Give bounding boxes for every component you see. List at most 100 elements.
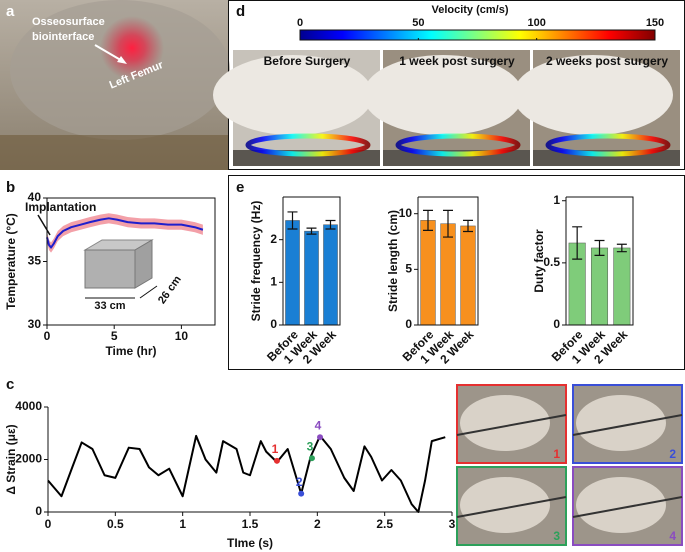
error-bar <box>287 211 298 230</box>
bar <box>590 247 609 326</box>
point-label: 2 <box>296 475 303 489</box>
rat <box>513 55 673 135</box>
error-bar <box>423 209 433 231</box>
y-axis-label: Δ Strain (με) <box>4 424 18 494</box>
error-bar <box>306 227 317 235</box>
panel-label: e <box>236 179 244 196</box>
bar <box>440 223 456 326</box>
photo-detail <box>0 135 228 170</box>
rat <box>576 477 666 533</box>
y-tick-label: 0.5 <box>543 255 560 269</box>
annotation: Implantation <box>25 200 96 214</box>
y-axis-label: Duty factor <box>532 229 546 293</box>
y-tick-label: 2000 <box>15 452 42 466</box>
track <box>245 133 371 157</box>
annotation: biointerface <box>32 31 94 43</box>
point <box>308 455 315 462</box>
y-tick-label: 2 <box>270 232 277 246</box>
y-tick-label: 10 <box>399 206 413 220</box>
x-axis-label: Time (hr) <box>105 344 156 358</box>
y-tick-label: 40 <box>28 190 42 204</box>
x-tick-label: 0 <box>44 329 51 343</box>
dimension <box>139 285 158 299</box>
photo-title: Before Surgery <box>264 54 351 68</box>
y-tick-label: 0 <box>35 504 42 518</box>
error-bar <box>594 239 605 257</box>
annotation: 33 cm <box>94 300 125 312</box>
point-label: 3 <box>307 439 314 453</box>
bar-detail <box>572 414 683 436</box>
point <box>273 457 280 464</box>
rat <box>363 55 523 135</box>
x-tick-label: 0 <box>45 517 52 531</box>
axis <box>565 196 634 326</box>
error-bar <box>443 209 453 238</box>
axis <box>46 197 216 326</box>
bar <box>460 225 476 326</box>
line <box>46 217 204 249</box>
bar <box>285 220 300 326</box>
y-axis-label: Temperature (°C) <box>4 213 18 310</box>
photo-title: 2 weeks post surgery <box>546 54 668 68</box>
axis <box>47 407 452 513</box>
rat <box>460 395 550 451</box>
frame-label: 2 <box>669 447 676 461</box>
bar-detail <box>572 496 683 518</box>
frame-label: 1 <box>553 447 560 461</box>
colorbar-tick-label: 150 <box>646 17 664 29</box>
annotation: Osseosurface <box>32 16 105 28</box>
track <box>395 133 521 157</box>
point <box>317 434 324 441</box>
y-tick-label: 30 <box>28 317 42 331</box>
y-tick-label: 35 <box>28 254 42 268</box>
y-tick-label: 0 <box>270 317 277 331</box>
rat <box>460 477 550 533</box>
bar-detail <box>456 496 567 518</box>
y-tick-label: 1 <box>553 193 560 207</box>
line <box>47 434 446 513</box>
bar <box>323 224 338 326</box>
y-tick-label: 0 <box>405 317 412 331</box>
y-axis-label: Stride frequency (Hz) <box>249 201 263 322</box>
frame-label: 4 <box>669 529 676 543</box>
panel-label: b <box>6 179 15 196</box>
bar <box>420 220 436 326</box>
photo-title: 1 week post surgery <box>399 54 515 68</box>
cage <box>84 249 136 289</box>
annotation: 26 cm <box>156 274 184 307</box>
arrow-head <box>117 56 127 64</box>
error-bar <box>616 243 627 253</box>
y-tick-label: 0 <box>553 317 560 331</box>
panel-label: d <box>236 3 245 20</box>
bar <box>304 230 319 326</box>
x-tick-label: 2.5 <box>376 517 393 531</box>
frame-label: 3 <box>553 529 560 543</box>
x-tick-label: 1 <box>179 517 186 531</box>
axis <box>417 196 479 326</box>
x-tick-label: 0.5 <box>107 517 124 531</box>
colorbar-title: Velocity (cm/s) <box>431 4 508 16</box>
rat <box>576 395 666 451</box>
error-bar <box>463 219 473 233</box>
colorbar-tick-label: 50 <box>412 17 424 29</box>
point-label: 1 <box>272 442 279 456</box>
rat <box>213 55 373 135</box>
glow <box>100 16 164 80</box>
x-tick-label: 1.5 <box>242 517 259 531</box>
bar <box>613 247 631 326</box>
axis <box>282 196 341 326</box>
x-tick-label: 3 <box>449 517 456 531</box>
panel-label: a <box>6 3 15 20</box>
y-tick-label: 4000 <box>15 399 42 413</box>
x-tick-label: 5 <box>111 329 118 343</box>
arrow <box>37 214 51 236</box>
colorbar-tick-label: 0 <box>297 17 303 29</box>
error-bar <box>572 226 583 260</box>
x-tick-label: 2 <box>314 517 321 531</box>
track <box>545 133 671 157</box>
x-tick-label: 10 <box>175 329 189 343</box>
colorbar-tick-label: 100 <box>527 17 545 29</box>
y-tick-label: 5 <box>405 262 412 276</box>
